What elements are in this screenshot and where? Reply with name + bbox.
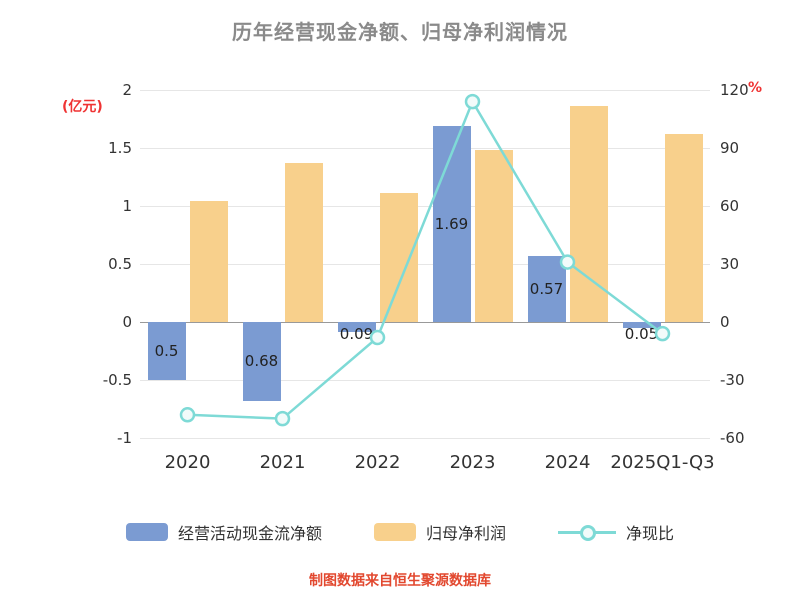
left-axis-tick-label: 0.5: [108, 255, 132, 273]
left-axis-tick-label: 1: [122, 197, 132, 215]
ratio-line-series: [179, 93, 671, 427]
line-marker: [369, 329, 386, 346]
bar-netprofit: [189, 201, 228, 322]
zero-axis-line: [140, 322, 710, 323]
chart-title: 历年经营现金净额、归母净利润情况: [232, 20, 568, 44]
right-axis-tick-label: -30: [720, 371, 745, 389]
bar-netprofit: [379, 193, 418, 322]
bar-value-label: 0.09: [339, 325, 374, 343]
bar-value-label: 0.05: [624, 325, 659, 343]
line-marker: [559, 254, 576, 270]
bar-cashflow: [432, 125, 471, 322]
legend-swatch-cashflow: [125, 523, 168, 541]
legend: 经营活动现金流净额 归母净利润 净现比: [0, 520, 800, 544]
line-marker: [654, 325, 671, 342]
bar-value-label: 0.5: [154, 342, 179, 360]
right-axis-tick-label: 0: [720, 313, 730, 331]
left-axis-tick-label: 2: [122, 81, 132, 99]
right-axis-tick-label: 60: [720, 197, 740, 215]
x-axis-label: 2020: [164, 452, 211, 473]
line-marker: [464, 93, 481, 110]
right-axis-tick-label: 30: [720, 255, 740, 273]
gridline: [140, 438, 710, 439]
left-axis-unit: (亿元): [62, 99, 103, 115]
right-axis-unit: %: [748, 80, 763, 96]
left-axis-tick-label: -0.5: [102, 371, 132, 389]
legend-item-netprofit: 归母净利润: [373, 520, 506, 544]
gridline: [140, 90, 710, 91]
x-axis-label: 2025Q1-Q3: [610, 452, 715, 473]
bar-cashflow: [242, 322, 281, 401]
bar-value-label: 0.68: [244, 352, 279, 371]
bar-netprofit: [284, 163, 323, 322]
bar-netprofit: [664, 134, 703, 322]
bar-netprofit: [474, 150, 513, 322]
bar-cashflow: [622, 322, 661, 328]
line-marker: [179, 407, 196, 423]
x-axis-label: 2024: [544, 452, 591, 473]
gridline: [140, 264, 710, 265]
legend-label-netprofit: 归母净利润: [425, 524, 506, 543]
data-source-caption: 制图数据来自恒生聚源数据库: [309, 573, 491, 589]
legend-item-ratio: 净现比: [558, 520, 674, 544]
gridline: [140, 206, 710, 207]
left-axis-tick-label: 0: [122, 313, 132, 331]
bar-value-label: 1.69: [434, 214, 469, 233]
legend-label-ratio: 净现比: [626, 524, 675, 543]
left-axis-tick-label: -1: [117, 429, 132, 447]
right-axis-tick-label: 90: [720, 139, 740, 157]
legend-line-marker-icon: [558, 523, 616, 541]
plot-area: 2 1.5 1 0.5 0 -0.5 -1 120 90 60 30 0 -30 -60 0.5 0.68 0.…: [103, 81, 749, 473]
legend-label-cashflow: 经营活动现金流净额: [177, 524, 322, 543]
right-axis-tick-label: -60: [720, 429, 745, 447]
gridline: [140, 148, 710, 149]
legend-item-cashflow: 经营活动现金流净额: [125, 520, 322, 544]
bar-value-label: 0.57: [529, 279, 564, 298]
x-axis-label: 2022: [354, 452, 401, 473]
gridline: [140, 380, 710, 381]
x-axis-label: 2023: [449, 452, 496, 473]
bar-cashflow: [147, 322, 186, 380]
left-axis-tick-label: 1.5: [108, 139, 132, 157]
legend-swatch-netprofit: [373, 523, 416, 541]
right-axis-tick-label: 120: [720, 81, 749, 99]
line-marker: [274, 410, 291, 427]
bar-cashflow: [337, 322, 376, 333]
bar-cashflow: [527, 255, 566, 322]
x-axis-label: 2021: [259, 452, 306, 473]
